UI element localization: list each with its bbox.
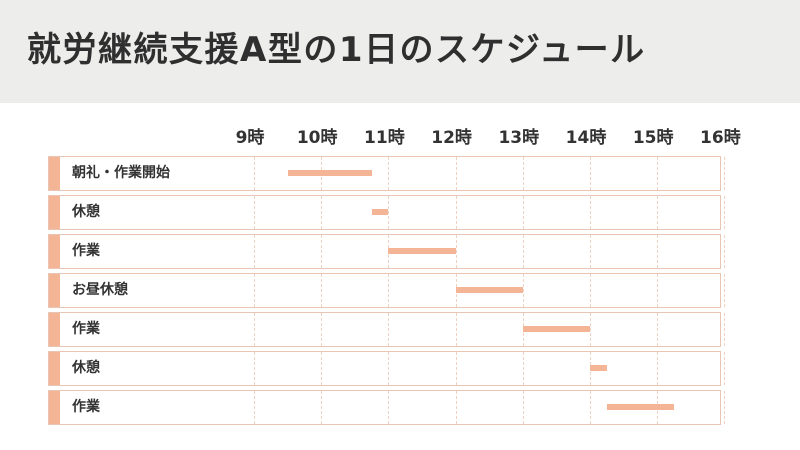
tick-label: 9時 <box>235 128 265 148</box>
time-bar <box>590 365 607 371</box>
hour-gridline <box>724 196 726 229</box>
row-label: 休憩 <box>72 204 100 220</box>
hour-gridline <box>522 391 524 424</box>
time-bar <box>287 170 372 176</box>
title-banner: 就労継続支援A型の1日のスケジュール <box>0 0 800 103</box>
hour-gridline <box>455 313 457 346</box>
hour-gridline <box>657 157 659 190</box>
time-bar <box>455 287 523 293</box>
hour-gridline <box>455 352 457 385</box>
tick-label: 14時 <box>565 128 607 148</box>
hour-gridline <box>321 235 323 268</box>
time-bar <box>371 209 389 215</box>
hour-gridline <box>321 196 323 229</box>
row-label: 作業 <box>72 399 100 415</box>
hour-gridline <box>388 157 390 190</box>
hour-gridline <box>455 196 457 229</box>
hour-gridline <box>522 196 524 229</box>
hour-gridline <box>254 352 255 385</box>
hour-gridline <box>388 352 390 385</box>
schedule-row: 休憩 <box>48 195 726 230</box>
row-label: お昼休憩 <box>72 282 128 298</box>
tick-label: 15時 <box>632 128 674 148</box>
row-label: 作業 <box>72 243 100 259</box>
hour-gridline <box>657 313 659 346</box>
hour-gridline <box>455 235 457 268</box>
schedule-row: 作業 <box>48 312 726 347</box>
hour-gridline <box>724 235 726 268</box>
hour-gridline <box>254 235 255 268</box>
row-accent <box>49 157 60 190</box>
hour-gridline <box>455 391 457 424</box>
hour-gridline <box>657 196 659 229</box>
hour-gridline <box>657 352 659 385</box>
hour-gridline <box>724 313 726 346</box>
hour-gridline <box>388 196 390 229</box>
row-accent <box>49 313 60 346</box>
hour-gridline <box>522 274 524 307</box>
hour-gridline <box>254 274 255 307</box>
tick-label: 11時 <box>364 128 405 148</box>
hour-gridline <box>522 235 524 268</box>
schedule-row: 作業 <box>48 234 726 269</box>
tick-label: 12時 <box>431 128 472 148</box>
tick-label: 16時 <box>700 128 741 148</box>
row-accent <box>49 352 60 385</box>
hour-gridline <box>388 391 390 424</box>
hour-gridline <box>321 274 323 307</box>
time-bar <box>522 326 590 332</box>
schedule-row: 朝礼・作業開始 <box>48 156 726 191</box>
hour-gridline <box>321 313 323 346</box>
hour-gridline <box>724 391 726 424</box>
hour-gridline <box>254 196 255 229</box>
hour-gridline <box>590 391 591 424</box>
hour-gridline <box>388 313 390 346</box>
page-title: 就労継続支援A型の1日のスケジュール <box>27 30 646 70</box>
hour-gridline <box>657 274 659 307</box>
hour-gridline <box>455 157 457 190</box>
hour-gridline <box>254 313 255 346</box>
tick-label: 13時 <box>498 128 540 148</box>
row-label: 休憩 <box>72 360 100 376</box>
hour-gridline <box>724 274 726 307</box>
schedule-row: お昼休憩 <box>48 273 726 308</box>
row-label: 朝礼・作業開始 <box>72 165 170 181</box>
hour-gridline <box>254 391 255 424</box>
hour-gridline <box>590 196 591 229</box>
hour-gridline <box>388 274 390 307</box>
hour-gridline <box>590 274 591 307</box>
hour-gridline <box>590 235 591 268</box>
row-accent <box>49 235 60 268</box>
hour-gridline <box>522 352 524 385</box>
hour-gridline <box>321 391 323 424</box>
time-bar <box>606 404 674 410</box>
hour-gridline <box>657 235 659 268</box>
row-label: 作業 <box>72 321 100 337</box>
hour-gridline <box>321 352 323 385</box>
row-accent <box>49 196 60 229</box>
schedule-row: 休憩 <box>48 351 726 386</box>
row-accent <box>49 274 60 307</box>
hour-gridline <box>522 157 524 190</box>
schedule-row: 作業 <box>48 390 726 425</box>
tick-label: 10時 <box>296 128 338 148</box>
hour-gridline <box>254 157 255 190</box>
time-bar <box>388 248 456 254</box>
hour-gridline <box>590 313 591 346</box>
hour-gridline <box>724 157 726 190</box>
hour-gridline <box>724 352 726 385</box>
hour-gridline <box>590 157 591 190</box>
row-accent <box>49 391 60 424</box>
